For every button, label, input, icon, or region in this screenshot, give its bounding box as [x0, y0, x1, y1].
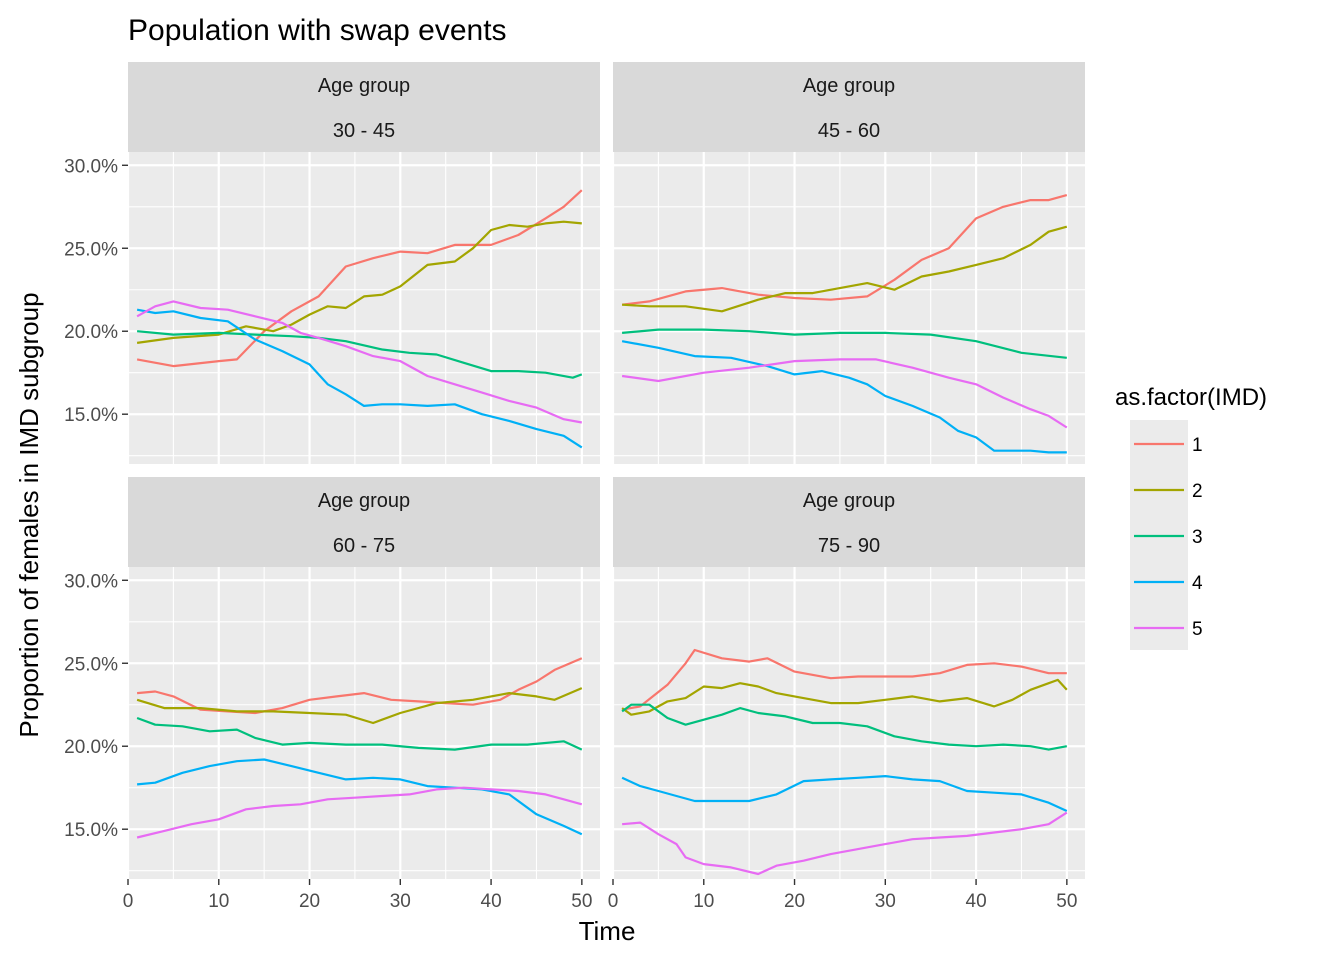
- series-line-imd-2: [621, 678, 1068, 716]
- y-tick-label: 15.0%: [64, 405, 118, 426]
- series-line-imd-3: [136, 330, 583, 379]
- y-tick-label: 20.0%: [64, 737, 118, 758]
- x-tick-label: 30: [390, 891, 411, 912]
- facet-strip-label: Age group: [318, 490, 410, 512]
- facet-panel: Age group 75 - 90 0 10 20 30 40 50: [608, 477, 1085, 912]
- series-line-imd-3: [622, 328, 1067, 359]
- legend: as.factor(IMD) 1 2 3 4 5: [1115, 384, 1267, 650]
- legend-label-imd-5: 5: [1192, 619, 1203, 640]
- series-line-imd-5: [622, 811, 1068, 876]
- legend-label-imd-4: 4: [1192, 573, 1203, 594]
- x-tick-label: 20: [299, 891, 320, 912]
- x-tick-label: 40: [966, 891, 987, 912]
- x-tick-label: 10: [693, 891, 714, 912]
- series-line-imd-1: [621, 194, 1068, 306]
- y-tick-label: 15.0%: [64, 820, 118, 841]
- series-line-imd-4: [136, 308, 583, 449]
- x-tick-label: 50: [571, 891, 592, 912]
- series-line-imd-1: [137, 657, 583, 715]
- series-line-imd-5: [621, 358, 1068, 429]
- x-tick-label: 50: [1056, 891, 1077, 912]
- y-tick-label: 25.0%: [64, 654, 118, 675]
- legend-title: as.factor(IMD): [1115, 384, 1267, 411]
- x-tick-label: 40: [481, 891, 502, 912]
- series-line-imd-2: [622, 225, 1068, 313]
- facet-strip-label: Age group: [803, 75, 895, 97]
- facet-strip: [128, 62, 600, 152]
- facet-panel: Age group 30 - 45 15.0% 20.0% 25.0% 30.0%: [64, 62, 600, 464]
- legend-label-imd-2: 2: [1192, 481, 1203, 502]
- facet-strip-value: 45 - 60: [818, 120, 880, 142]
- facet-strip-label: Age group: [803, 490, 895, 512]
- facet-strip: [613, 477, 1085, 567]
- panel-background: [613, 152, 1085, 464]
- x-tick-label: 0: [123, 891, 134, 912]
- facet-strip: [613, 62, 1085, 152]
- series-line-imd-5: [136, 786, 583, 839]
- y-tick-label: 30.0%: [64, 571, 118, 592]
- x-axis-title: Time: [579, 916, 636, 946]
- series-line-imd-4: [621, 774, 1068, 812]
- y-axis-title: Proportion of females in IMD subgroup: [14, 292, 44, 737]
- series-line-imd-1: [136, 189, 583, 368]
- y-tick-label: 30.0%: [64, 156, 118, 177]
- series-line-imd-2: [136, 687, 583, 725]
- panel-background: [128, 567, 600, 879]
- facet-strip-value: 60 - 75: [333, 535, 395, 557]
- series-line-imd-4: [136, 758, 583, 836]
- facet-strip-value: 30 - 45: [333, 120, 395, 142]
- legend-label-imd-3: 3: [1192, 527, 1203, 548]
- x-tick-label: 10: [208, 891, 229, 912]
- chart-title: Population with swap events: [128, 14, 507, 47]
- facet-strip: [128, 477, 600, 567]
- facet-panel: Age group 45 - 60: [611, 62, 1085, 464]
- series-line-imd-4: [621, 340, 1067, 454]
- y-tick-label: 25.0%: [64, 239, 118, 260]
- series-line-imd-3: [136, 716, 583, 751]
- legend-label-imd-1: 1: [1192, 435, 1203, 456]
- facet-panel: Age group 60 - 75 15.0% 20.0% 25.0% 30.0% 0 10 2…: [64, 477, 600, 912]
- y-tick-label: 20.0%: [64, 322, 118, 343]
- facet-strip-value: 75 - 90: [818, 535, 880, 557]
- x-tick-label: 0: [608, 891, 619, 912]
- facet-strip-label: Age group: [318, 75, 410, 97]
- series-line-imd-5: [136, 300, 582, 424]
- series-line-imd-2: [136, 220, 582, 344]
- series-line-imd-1: [621, 648, 1067, 711]
- x-tick-label: 30: [875, 891, 896, 912]
- series-line-imd-3: [621, 703, 1068, 751]
- x-tick-label: 20: [784, 891, 805, 912]
